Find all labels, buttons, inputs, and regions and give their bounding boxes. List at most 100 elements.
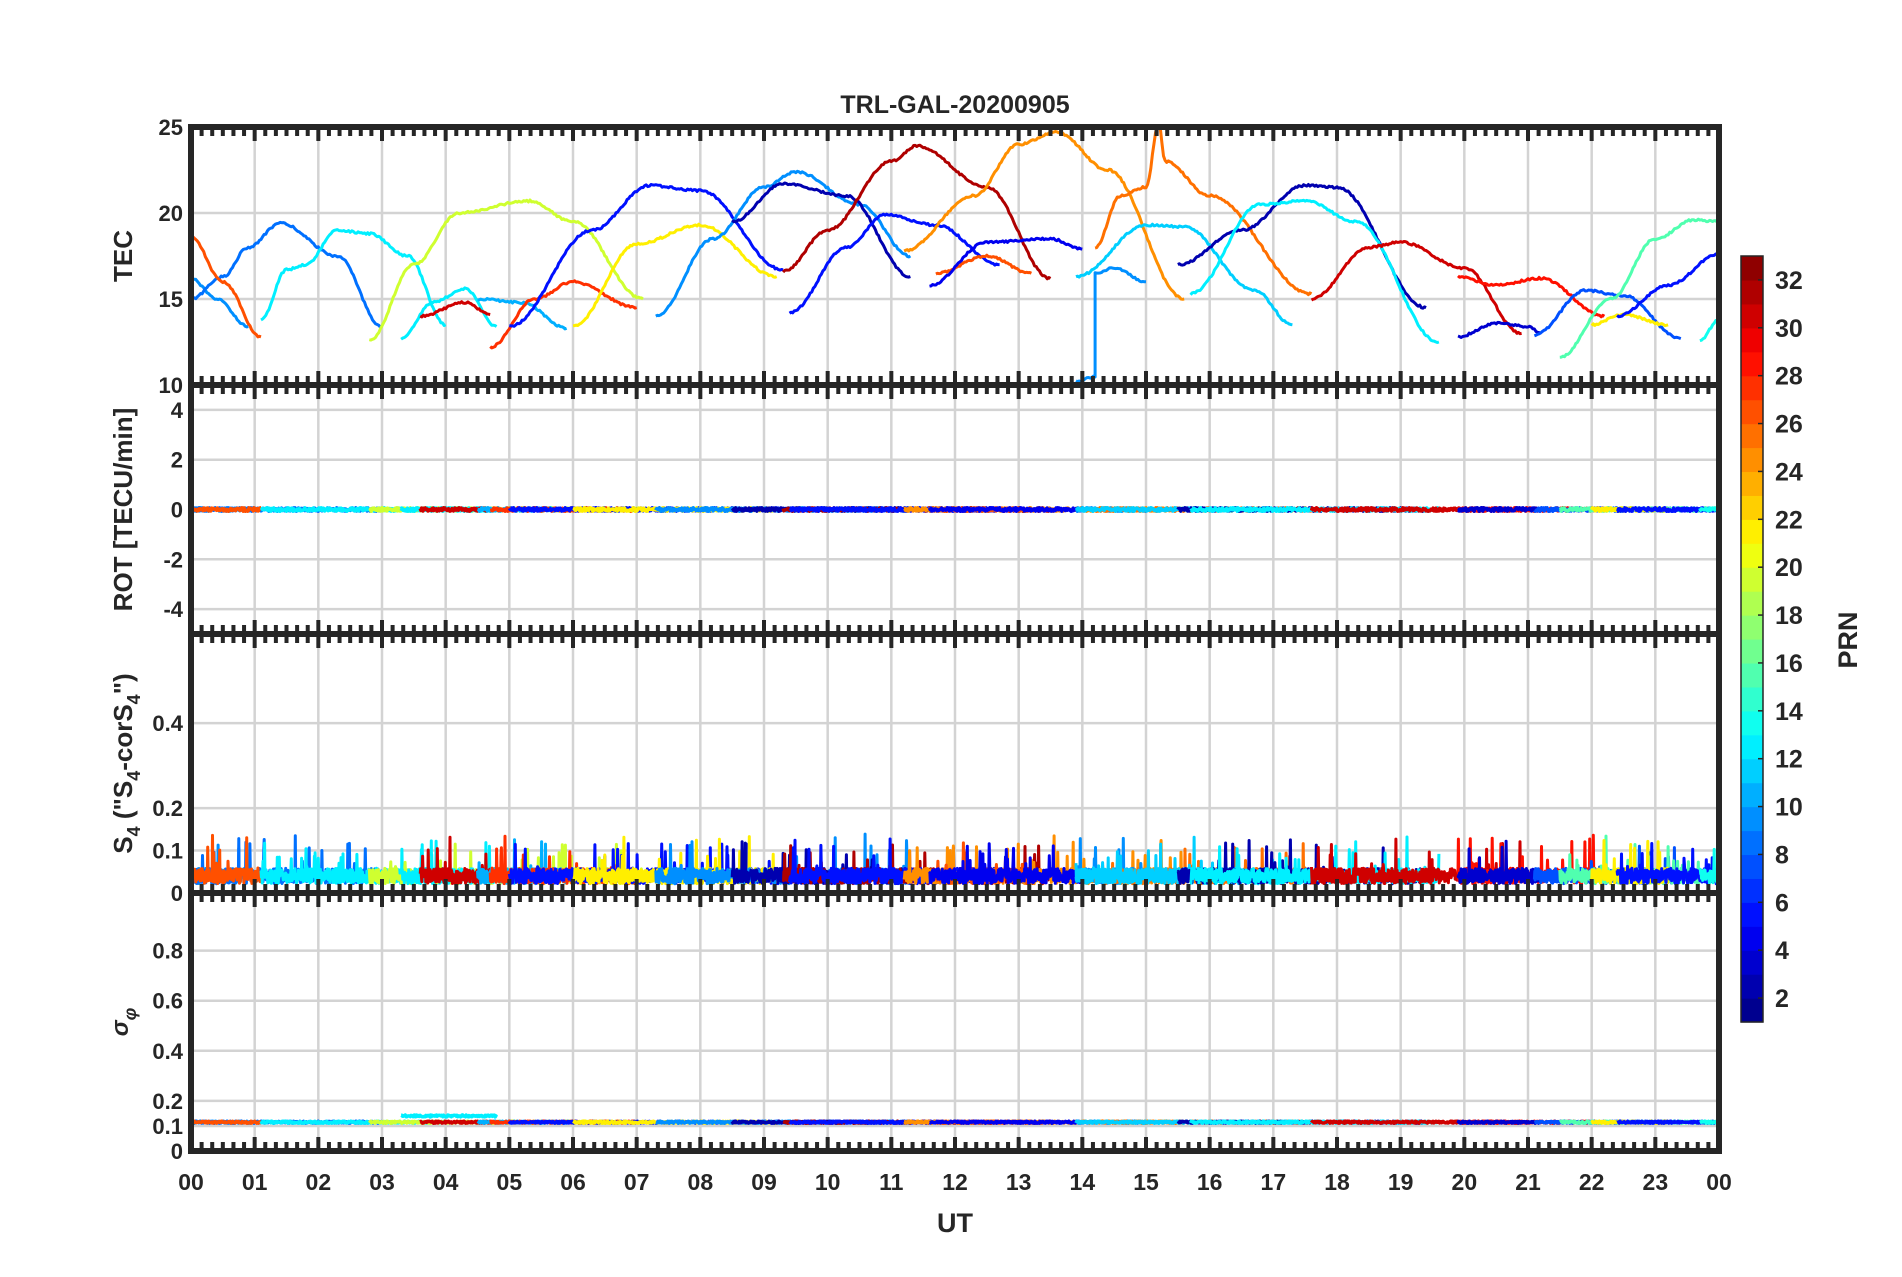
y-tick-label: 0.2 — [152, 1089, 183, 1114]
y-tick-label: 0 — [171, 498, 183, 523]
prn-30-line — [419, 300, 491, 319]
x-tick-label: 11 — [879, 1169, 904, 1195]
prn-15-line — [1559, 217, 1719, 359]
prn-3-line — [1457, 320, 1542, 339]
colorbar-segment — [1741, 423, 1763, 449]
x-tick-label: 00 — [1706, 1169, 1732, 1195]
colorbar-segment — [1741, 447, 1763, 473]
prn-3-line — [1456, 1119, 1542, 1125]
x-tick-label: 06 — [560, 1169, 586, 1195]
x-tick-label: 03 — [369, 1169, 395, 1195]
prn-21-line — [1590, 312, 1669, 328]
x-tick-label: 18 — [1324, 1169, 1350, 1195]
y-axis-label-part: -corS — [108, 704, 138, 770]
colorbar-segment — [1741, 902, 1763, 927]
colorbar-segment — [1741, 686, 1763, 712]
colorbar-tick-label: 22 — [1775, 506, 1803, 534]
chart-title: TRL-GAL-20200905 — [840, 91, 1069, 119]
x-tick-label: 14 — [1070, 1169, 1096, 1195]
colorbar-segment — [1741, 327, 1763, 353]
prn-3-line — [1456, 506, 1543, 513]
y-tick-label: 0 — [171, 1139, 183, 1164]
x-tick-label: 05 — [497, 1169, 523, 1195]
y-axis-label-part: S — [108, 836, 138, 853]
series-sigma — [191, 1113, 1719, 1125]
colorbar-segment — [1741, 567, 1763, 592]
prn-26-line — [191, 506, 263, 513]
colorbar-segment — [1741, 399, 1763, 425]
y-tick-label: 0.1 — [152, 1114, 183, 1139]
prn-7-line — [1533, 288, 1682, 341]
colorbar-segment — [1741, 734, 1763, 760]
colorbar-tick-label: 16 — [1775, 650, 1803, 678]
y-tick-label: 15 — [159, 287, 183, 312]
prn-4-line — [928, 1119, 1084, 1125]
prn-27-line — [489, 279, 638, 350]
colorbar-segment — [1741, 471, 1763, 496]
colorbar-tick-label: 12 — [1775, 746, 1803, 774]
colorbar-segment — [1741, 998, 1763, 1023]
x-tick-label: 12 — [942, 1169, 968, 1195]
prn-12-line — [400, 286, 498, 341]
x-tick-label: 10 — [815, 1169, 841, 1195]
colorbar-frame — [1740, 255, 1764, 1023]
panel-rot: -4 -2 0 2 4 ROT [TECU/min] — [108, 382, 1722, 637]
colorbar-tick-label: 26 — [1775, 411, 1803, 439]
prn-5-line — [788, 212, 1000, 315]
prn-30-line — [1310, 240, 1522, 336]
prn-2-line — [1177, 183, 1427, 310]
colorbar-segment — [1741, 615, 1763, 640]
series-tec — [191, 127, 1719, 384]
x-tick-label: 01 — [242, 1169, 268, 1195]
y-tick-label: 0.8 — [152, 939, 183, 964]
prn-21-line — [572, 222, 778, 328]
colorbar-segment — [1741, 710, 1763, 736]
prn-9-line — [655, 169, 912, 318]
prn-5-line — [1616, 251, 1719, 319]
prn-10-line — [477, 297, 568, 331]
colorbar-tick-label: 2 — [1775, 985, 1789, 1013]
prn-30-line — [1310, 837, 1524, 886]
prn-8-line — [191, 220, 383, 329]
x-tick-label: 00 — [178, 1169, 204, 1195]
colorbar-tick-label: 18 — [1775, 602, 1803, 630]
colorbar-segment — [1741, 591, 1763, 616]
panel-sigma: 00.10.2 0.4 0.6 0.8 σφ — [107, 890, 1722, 1164]
x-tick-label: 23 — [1643, 1169, 1669, 1195]
colorbar-segment — [1741, 782, 1763, 808]
colorbar-segment — [1741, 495, 1763, 520]
prn-13-line — [1699, 318, 1719, 343]
panel-tec: 10 15 20 25 TEC — [108, 115, 1722, 398]
y-tick-label: 0.4 — [152, 1039, 183, 1064]
y-axis-label-part: 4 — [124, 826, 144, 836]
y-tick-label: 2 — [171, 448, 183, 473]
prn-4-line — [928, 842, 1084, 886]
series-rot — [191, 506, 1719, 513]
y-axis-label-part: σ — [107, 1019, 134, 1036]
y-tick-label: 4 — [171, 398, 184, 423]
panel-s4: 00.10.20.4S4 ("S4-corS4") — [108, 631, 1722, 906]
y-axis-label-part: φ — [120, 1007, 140, 1020]
colorbar-tick-label: 30 — [1775, 315, 1803, 343]
prn-31-line — [782, 143, 1052, 281]
y-tick-label: -4 — [163, 597, 183, 622]
prn-25-line — [1094, 127, 1313, 297]
colorbar-segment — [1741, 543, 1763, 568]
colorbar-segment — [1741, 758, 1763, 784]
prn-4-line — [927, 506, 1084, 513]
colorbar-tick-label: 6 — [1775, 889, 1789, 917]
y-tick-label: 10 — [159, 373, 183, 398]
y-tick-label: 20 — [159, 201, 183, 226]
colorbar-segment — [1741, 878, 1763, 903]
prn-13-line — [1698, 506, 1719, 513]
colorbar-tick-label: 24 — [1775, 458, 1803, 486]
prn-5-line — [509, 183, 784, 328]
prn-2-line — [731, 181, 911, 279]
colorbar-segment — [1741, 256, 1763, 281]
prn-12-line — [1189, 198, 1440, 344]
x-tick-label: 07 — [624, 1169, 650, 1195]
x-tick-label: 13 — [1006, 1169, 1032, 1195]
y-axis-label-rot: ROT [TECU/min] — [108, 408, 138, 612]
x-tick-label: 09 — [751, 1169, 777, 1195]
